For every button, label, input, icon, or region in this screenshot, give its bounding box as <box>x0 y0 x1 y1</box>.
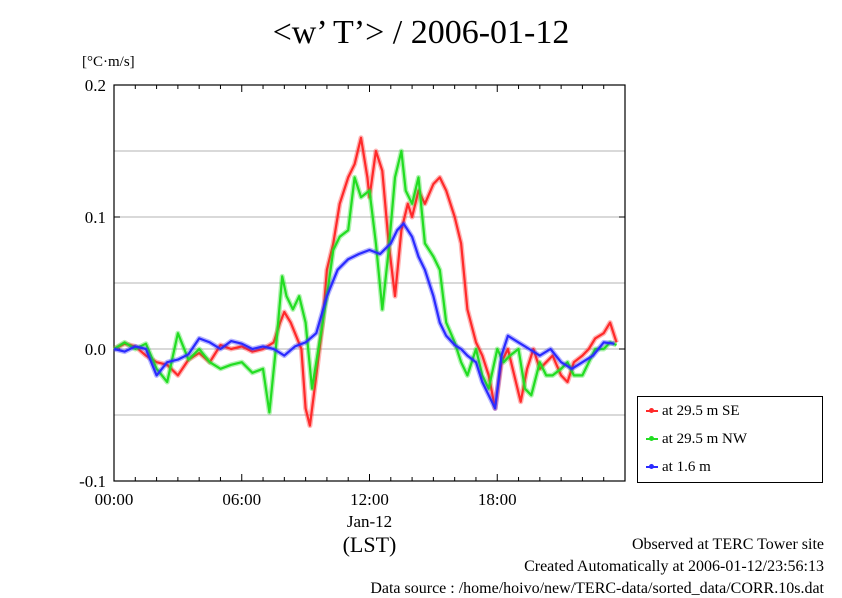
series-line-se <box>113 136 618 427</box>
x-tick-label-2: 12:00 <box>350 490 389 509</box>
y-tick-label-2: 0.1 <box>85 208 106 227</box>
legend-item-nw: at 29.5 m NW <box>646 429 747 449</box>
legend-item-low: at 1.6 m <box>646 457 711 477</box>
y-tick-label-1: 0.0 <box>85 340 106 359</box>
legend: at 29.5 m SE at 29.5 m NW at 1.6 m <box>637 396 823 483</box>
x-axis-label: (LST) <box>343 532 397 557</box>
legend-label-se: at 29.5 m SE <box>662 402 740 419</box>
chart-title: <w’ T’> / 2006-01-12 <box>272 14 570 51</box>
y-unit-label: [°C·m/s] <box>82 54 135 70</box>
legend-label-nw: at 29.5 m NW <box>662 430 747 447</box>
footer-created: Created Automatically at 2006-01-12/23:5… <box>524 558 824 575</box>
y-tick-label-3: 0.2 <box>85 76 106 95</box>
series-line-low <box>113 222 615 410</box>
y-tick-label-0: -0.1 <box>79 472 106 491</box>
x-tick-label-0: 00:00 <box>95 490 134 509</box>
series-halo-se <box>112 135 619 429</box>
legend-swatch-low <box>646 464 658 469</box>
footer-source: Data source : /home/hoivo/new/TERC-data/… <box>370 580 824 597</box>
legend-swatch-nw <box>646 436 658 441</box>
series-halo-nw <box>112 148 618 415</box>
legend-item-se: at 29.5 m SE <box>646 401 740 421</box>
x-tick-label-1: 06:00 <box>222 490 261 509</box>
legend-swatch-se <box>646 408 658 413</box>
footer-observed: Observed at TERC Tower site <box>631 536 824 553</box>
x-date-label: Jan-12 <box>347 512 392 531</box>
series-line-nw <box>113 149 617 414</box>
x-tick-label-3: 18:00 <box>478 490 517 509</box>
legend-label-low: at 1.6 m <box>662 458 711 475</box>
